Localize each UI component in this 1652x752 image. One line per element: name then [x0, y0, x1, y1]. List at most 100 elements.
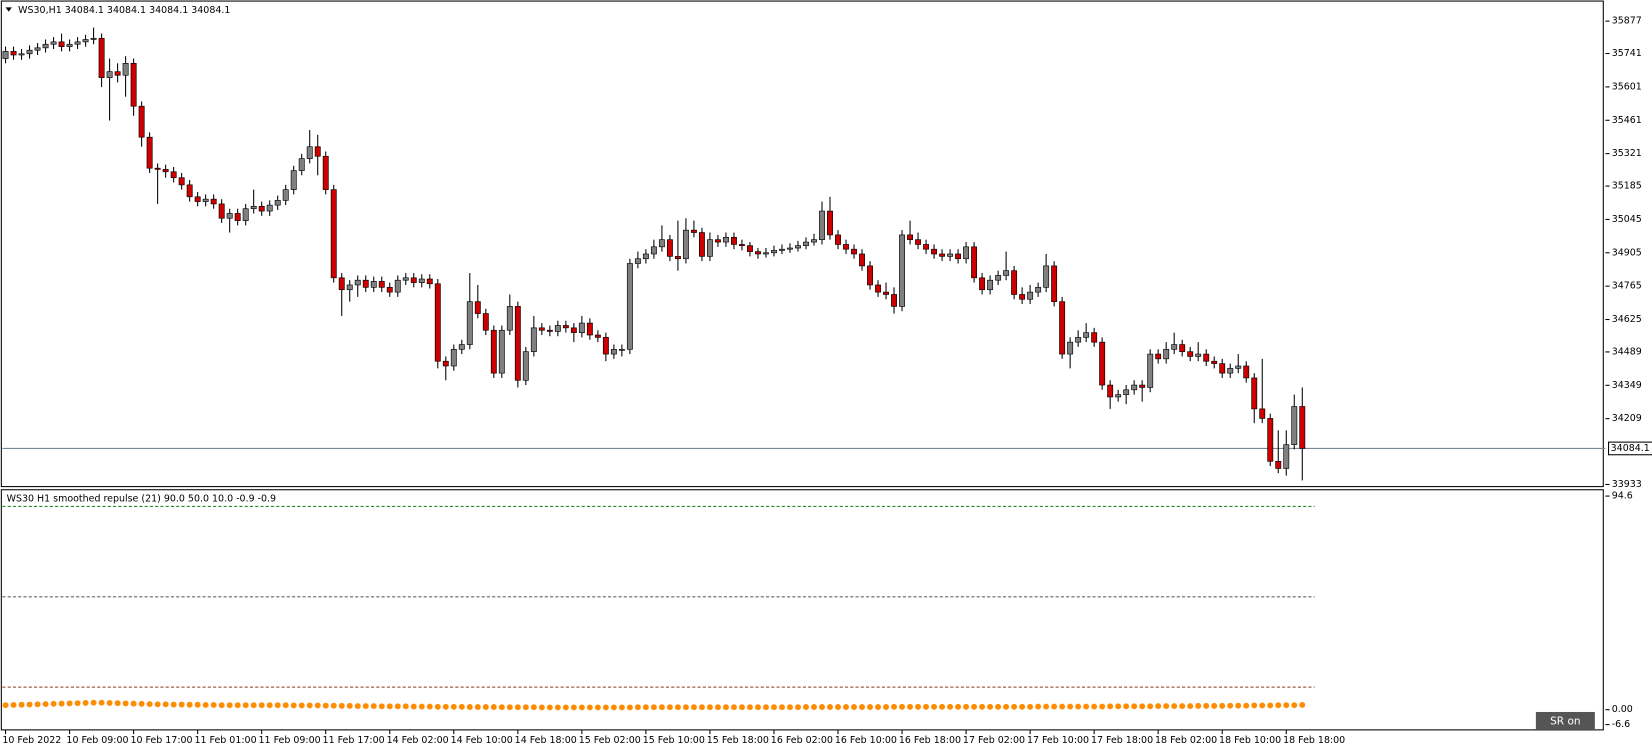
indicator-dot [722, 704, 729, 711]
indicator-dot [779, 704, 785, 711]
indicator-header: WS30 H1 smoothed repulse (21) 90.0 50.0 … [7, 494, 277, 505]
candle-body [827, 210, 833, 236]
candle-body [130, 63, 137, 107]
candle-body [210, 198, 217, 205]
sr-button-label[interactable]: SR on [1550, 715, 1580, 727]
candle-body [450, 348, 457, 367]
candle-body [642, 253, 649, 260]
indicator-dot [787, 704, 793, 711]
candle-body [795, 245, 801, 249]
indicator-dot [514, 704, 521, 711]
indicator-dot [442, 703, 449, 710]
indicator-dot [578, 704, 585, 711]
candle-body [98, 37, 105, 78]
indicator-dot [1203, 702, 1210, 709]
indicator-dot [979, 703, 986, 710]
indicator-dot [1011, 703, 1018, 710]
candle-body [242, 208, 249, 221]
candle-body [58, 41, 65, 47]
candle-body [1027, 291, 1034, 300]
candle-body [1155, 353, 1162, 360]
x-tick-label: 10 Feb 09:00 [66, 735, 128, 746]
y-tick-label: 35741 [1612, 48, 1642, 59]
menu-arrow[interactable] [5, 7, 12, 12]
indicator-dot [250, 702, 257, 709]
indicator-dot [218, 702, 225, 709]
candle-body [330, 189, 337, 279]
x-tick-label: 15 Feb 02:00 [579, 735, 641, 746]
indicator-dot [498, 704, 505, 711]
indicator-dot [170, 701, 177, 708]
indicator-dot [1003, 703, 1010, 710]
candle-body [763, 252, 769, 255]
indicator-dot [835, 704, 841, 710]
candle-body [666, 239, 673, 257]
indicator-dot [490, 704, 497, 710]
indicator-dot [66, 700, 73, 707]
y-tick-label: 35045 [1612, 214, 1642, 225]
indicator-dot [1155, 703, 1162, 710]
x-tick-label: 18 Feb 18:00 [1283, 735, 1345, 746]
candle-body [394, 279, 401, 293]
indicator-dot [843, 704, 849, 710]
candle-body [755, 251, 761, 255]
indicator-dot [18, 701, 25, 708]
y-tick-label: 0.00 [1612, 704, 1633, 715]
indicator-dot [626, 704, 633, 711]
indicator-dot [931, 703, 938, 710]
y-tick-label: 34765 [1612, 281, 1642, 292]
candle-body [306, 146, 313, 159]
candle-body [138, 105, 145, 138]
candle-body [947, 253, 954, 257]
candle-body [274, 200, 281, 206]
candle-body [586, 322, 593, 336]
x-tick-label: 10 Feb 2022 [2, 735, 61, 746]
candle-body [626, 263, 633, 350]
candle-body [923, 244, 930, 250]
candle-body [1075, 337, 1082, 343]
candle-body [514, 306, 521, 381]
candle-body [1051, 265, 1058, 302]
candle-body [1091, 332, 1098, 343]
candle-body [2, 51, 9, 59]
candle-body [1275, 461, 1282, 469]
candle-body [226, 213, 233, 219]
candle-body [739, 244, 745, 246]
candle-body [546, 329, 553, 332]
candle-body [418, 278, 425, 283]
candle-body [314, 146, 321, 157]
candle-body [42, 43, 49, 49]
candle-body [1203, 353, 1210, 362]
candle-body [410, 277, 417, 283]
indicator-dot [971, 703, 978, 710]
indicator-dot [1099, 703, 1106, 710]
indicator-dot [82, 699, 89, 706]
indicator-dot [458, 703, 465, 710]
y-tick-label: 34905 [1612, 247, 1642, 258]
candle-body [1139, 384, 1146, 388]
indicator-dot [178, 701, 185, 708]
indicator-dot [394, 703, 401, 710]
indicator-dot [90, 699, 97, 706]
candle-body [1179, 344, 1186, 353]
candle-body [194, 196, 201, 202]
candle-body [1243, 365, 1250, 379]
y-tick-label: 35461 [1612, 115, 1642, 126]
sr-button[interactable] [1535, 711, 1595, 730]
indicator-dot [1179, 703, 1186, 710]
x-tick-label: 14 Feb 02:00 [387, 735, 449, 746]
candle-body [955, 253, 962, 260]
candle-body [26, 49, 33, 55]
indicator-dot [1275, 702, 1282, 709]
candle-body [1123, 389, 1130, 395]
indicator-dot [194, 701, 201, 708]
candle-body [386, 287, 393, 293]
candle-body [682, 229, 689, 260]
candle-body [883, 291, 889, 295]
y-tick-label: 35185 [1612, 181, 1642, 192]
candle-body [594, 334, 601, 338]
y-tick-label: 34625 [1612, 314, 1642, 325]
indicator-dot [1227, 702, 1234, 709]
candle-body [1019, 294, 1026, 300]
